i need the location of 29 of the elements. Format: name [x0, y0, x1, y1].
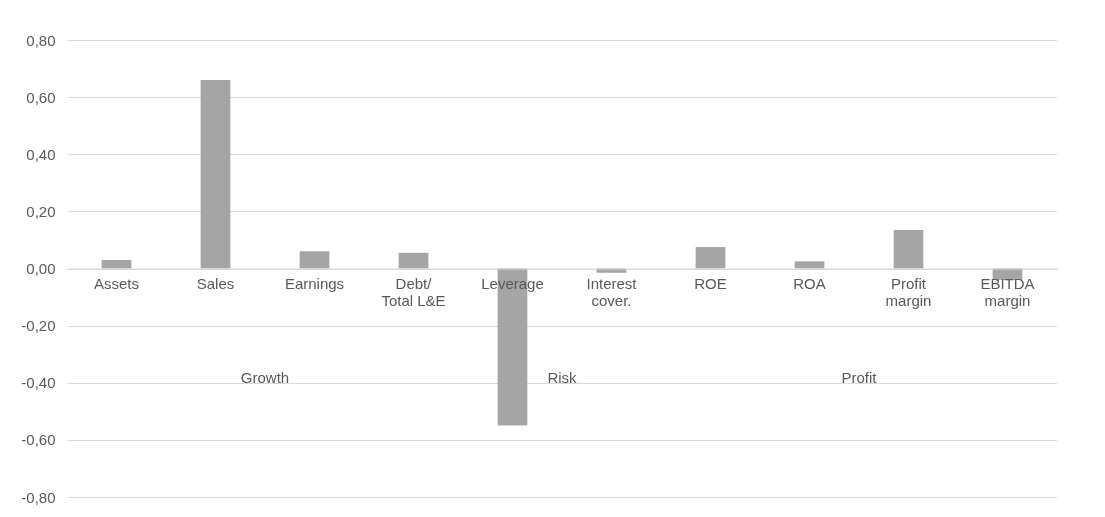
x-tick-label: Debt/ Total L&E — [381, 275, 446, 309]
x-tick-label: Leverage — [481, 275, 544, 292]
y-tick-label: -0,20 — [21, 317, 56, 335]
y-tick-label: -0,60 — [21, 431, 56, 449]
bar — [101, 259, 132, 269]
x-tick-label: Sales — [196, 275, 235, 292]
y-tick-label: 0,60 — [26, 88, 56, 106]
annotation: Risk — [547, 369, 578, 387]
annotation: Growth — [240, 369, 290, 387]
bar — [200, 79, 231, 269]
y-tick-label: 0,00 — [26, 260, 56, 277]
y-tick-label: 0,40 — [26, 145, 56, 163]
x-tick-label: Interest cover. — [586, 275, 638, 309]
annotation: Profit — [841, 369, 878, 387]
x-tick-label: Profit margin — [885, 275, 932, 309]
y-tick-label: -0,80 — [21, 488, 56, 506]
x-tick-label: ROA — [793, 275, 826, 292]
x-tick-label: Assets — [93, 275, 140, 292]
x-tick-label: EBITDA margin — [980, 275, 1035, 309]
bar — [794, 261, 825, 269]
bar — [695, 247, 726, 269]
bar — [299, 251, 330, 269]
bar — [893, 229, 924, 269]
y-tick-label: 0,20 — [26, 202, 56, 220]
x-tick-label: Earnings — [284, 275, 345, 292]
y-tick-label: 0,80 — [26, 31, 56, 49]
y-tick-label: -0,40 — [21, 374, 56, 392]
bar — [398, 252, 429, 269]
x-tick-label: ROE — [694, 275, 727, 292]
